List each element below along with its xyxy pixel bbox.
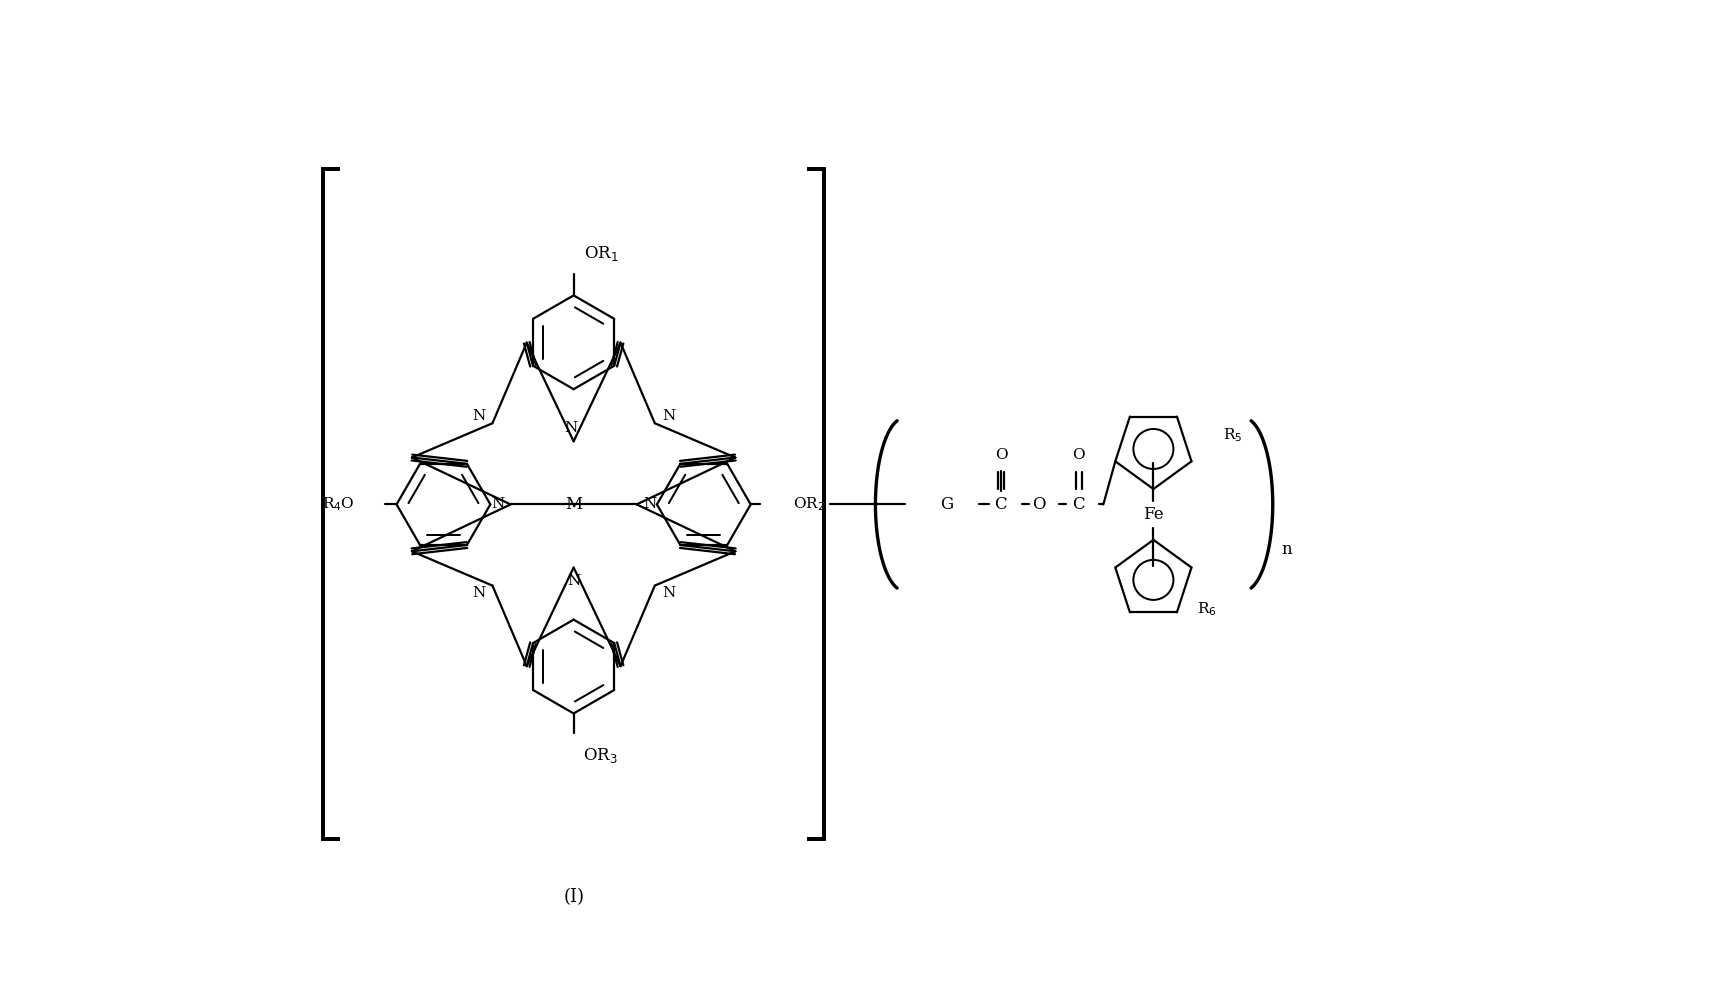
Text: OR$_1$: OR$_1$ xyxy=(583,244,618,263)
Text: R$_5$: R$_5$ xyxy=(1222,426,1243,444)
Text: OR$_3$: OR$_3$ xyxy=(583,746,618,765)
Text: C: C xyxy=(1072,496,1084,513)
Text: N: N xyxy=(663,408,675,422)
Text: N: N xyxy=(472,408,485,422)
Text: OR$_2$: OR$_2$ xyxy=(793,496,824,513)
Text: Fe: Fe xyxy=(1143,506,1163,523)
Text: N: N xyxy=(663,587,675,601)
Text: N: N xyxy=(490,497,504,511)
Text: M: M xyxy=(564,496,582,513)
Text: (I): (I) xyxy=(563,888,583,906)
Text: O: O xyxy=(1072,449,1084,462)
Text: n: n xyxy=(1282,540,1292,557)
Text: G: G xyxy=(940,496,953,513)
Text: C: C xyxy=(993,496,1007,513)
Text: N: N xyxy=(566,574,580,588)
Text: N: N xyxy=(472,587,485,601)
Text: R$_4$O: R$_4$O xyxy=(322,496,355,513)
Text: N: N xyxy=(644,497,656,511)
Text: O: O xyxy=(995,449,1007,462)
Text: N: N xyxy=(564,421,578,435)
Text: O: O xyxy=(1033,496,1045,513)
Text: R$_6$: R$_6$ xyxy=(1198,601,1217,618)
